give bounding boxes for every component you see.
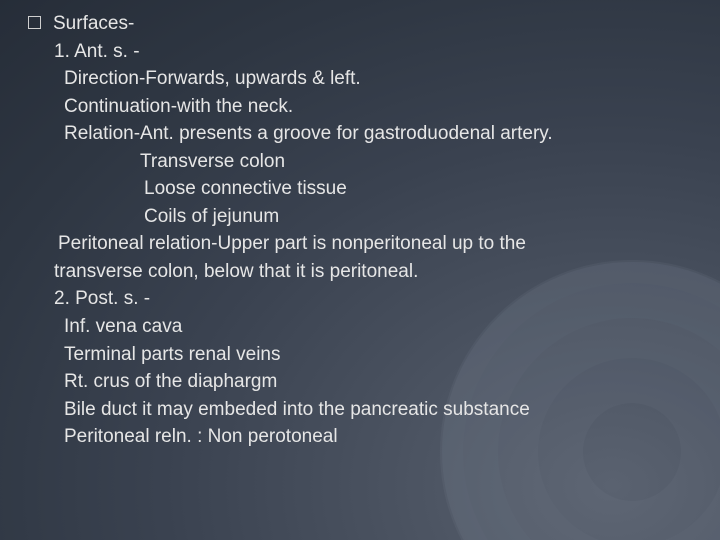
line-loose-tissue: Loose connective tissue bbox=[144, 175, 692, 203]
line-renal-veins: Terminal parts renal veins bbox=[64, 341, 692, 369]
line-post-s: 2. Post. s. - bbox=[54, 285, 692, 313]
line-direction: Direction-Forwards, upwards & left. bbox=[64, 65, 692, 93]
square-bullet-icon bbox=[28, 16, 41, 29]
bullet-heading: Surfaces- bbox=[28, 10, 692, 38]
line-peritoneal-1: Peritoneal relation-Upper part is nonper… bbox=[58, 230, 692, 258]
line-bile-duct: Bile duct it may embeded into the pancre… bbox=[64, 396, 692, 424]
heading-text: Surfaces- bbox=[53, 10, 134, 38]
line-coils-jejunum: Coils of jejunum bbox=[144, 203, 692, 231]
slide-content: Surfaces- 1. Ant. s. - Direction-Forward… bbox=[0, 0, 720, 451]
line-rt-crus: Rt. crus of the diaphargm bbox=[64, 368, 692, 396]
line-relation: Relation-Ant. presents a groove for gast… bbox=[64, 120, 692, 148]
line-transverse-colon: Transverse colon bbox=[140, 148, 692, 176]
line-ivc: Inf. vena cava bbox=[64, 313, 692, 341]
line-continuation: Continuation-with the neck. bbox=[64, 93, 692, 121]
line-peritoneal-reln: Peritoneal reln. : Non perotoneal bbox=[64, 423, 692, 451]
line-ant-s: 1. Ant. s. - bbox=[54, 38, 692, 66]
line-peritoneal-2: transverse colon, below that it is perit… bbox=[54, 258, 692, 286]
